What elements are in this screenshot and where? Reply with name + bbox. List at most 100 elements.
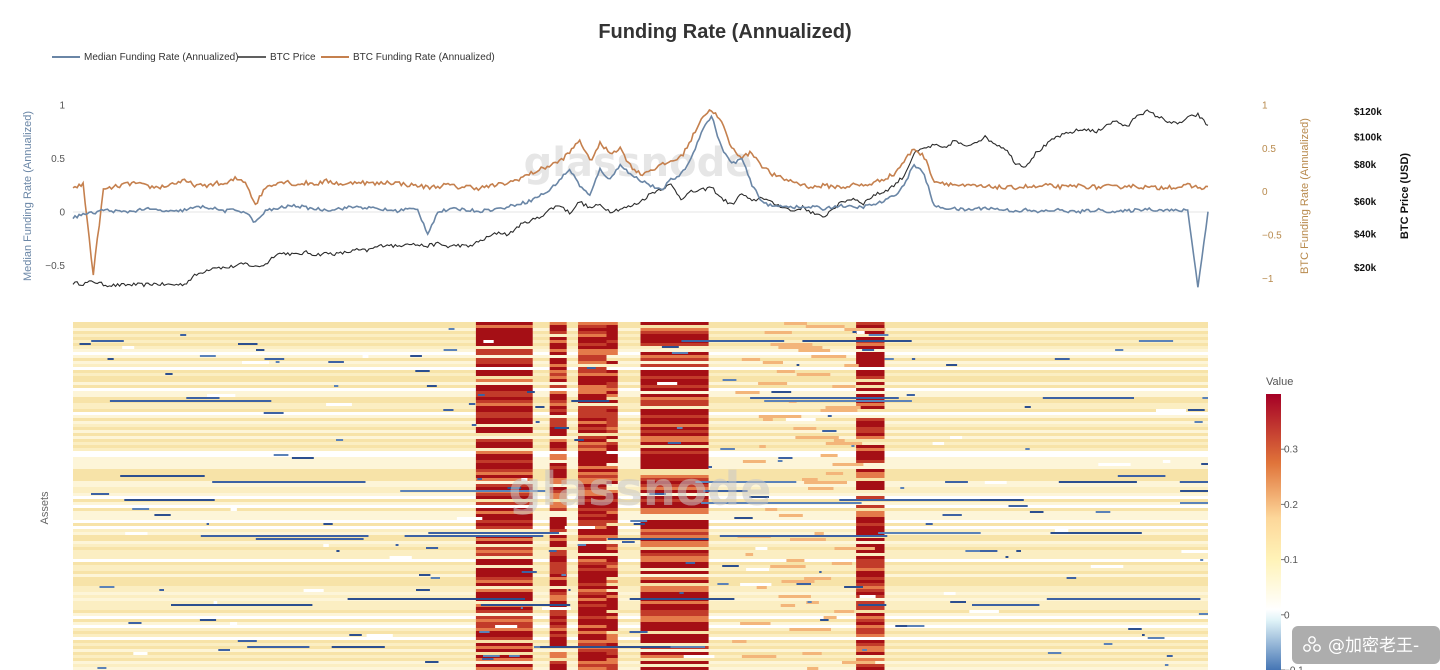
heatmap-cell — [640, 595, 709, 598]
heatmap-cell — [578, 340, 607, 343]
heatmap-cell — [640, 340, 709, 343]
heatmap-cell — [905, 496, 919, 499]
heatmap-cell — [475, 331, 533, 334]
heatmap-cell — [507, 487, 522, 489]
heatmap-cell — [549, 619, 567, 622]
heatmap-cell — [475, 655, 533, 658]
heatmap-cell — [578, 487, 607, 490]
heatmap-cell — [844, 328, 886, 331]
heatmap-cell — [856, 556, 885, 559]
heatmap-cell — [73, 391, 1208, 394]
heatmap-cell — [764, 400, 912, 402]
heatmap-cell — [73, 367, 1208, 370]
heatmap-cell — [1025, 448, 1030, 450]
heatmap-cell — [475, 394, 533, 397]
heatmap-cell — [856, 454, 885, 457]
heatmap-cell — [858, 604, 887, 606]
heatmap-cell — [578, 616, 607, 619]
heatmap-cell — [520, 607, 523, 609]
heatmap-cell — [629, 598, 669, 600]
heatmap-cell — [549, 664, 567, 667]
heatmap-cell — [475, 631, 533, 634]
heatmap-cell — [549, 472, 567, 475]
heatmap-cell — [868, 334, 889, 336]
heatmap-cell — [578, 508, 607, 511]
heatmap-cell — [832, 463, 864, 466]
heatmap-cell — [497, 367, 516, 370]
heatmap-y-title: Assets — [39, 491, 51, 525]
heatmap-cell — [549, 391, 567, 394]
heatmap-cell — [475, 550, 533, 553]
heatmap-cell — [832, 385, 856, 388]
heatmap-cell — [578, 577, 607, 580]
heatmap-cell — [695, 481, 797, 483]
heatmap-cell — [218, 649, 230, 651]
colorbar-tick-label: −0.1 — [1284, 666, 1304, 670]
heatmap-cell — [549, 541, 567, 544]
heatmap-cell — [785, 418, 816, 421]
heatmap-cell — [851, 445, 855, 447]
heatmap-cell — [640, 616, 709, 619]
heatmap-cell — [640, 478, 709, 481]
heatmap-cell — [856, 433, 885, 436]
heatmap-cell — [640, 370, 709, 373]
heatmap-cell — [856, 628, 885, 631]
heatmap-cell — [640, 565, 709, 568]
heatmap-cell — [1198, 613, 1208, 615]
heatmap-cell — [906, 394, 915, 396]
heatmap-cell — [73, 649, 1208, 652]
heatmap-cell — [578, 568, 618, 571]
heatmap-cell — [732, 640, 747, 643]
heatmap-cell — [549, 352, 567, 355]
heatmap-cell — [640, 655, 709, 658]
heatmap-cell — [578, 382, 607, 385]
heatmap-cell — [856, 382, 885, 385]
price-tick-label: $20k — [1354, 263, 1377, 274]
heatmap-cell — [1058, 481, 1137, 483]
heatmap-cell — [578, 385, 607, 388]
heatmap-cell — [640, 433, 709, 436]
heatmap-cell — [667, 442, 681, 444]
heatmap-cell — [965, 550, 984, 552]
heatmap-cell — [856, 574, 885, 577]
heatmap-cell — [578, 607, 618, 610]
heatmap-cell — [549, 346, 567, 349]
heatmap-cell — [1202, 454, 1208, 457]
heatmap-cell — [856, 586, 885, 589]
heatmap-cell — [607, 538, 709, 540]
heatmap-cell — [475, 562, 533, 565]
heatmap-cell — [640, 424, 709, 427]
heatmap-cell — [640, 619, 709, 622]
heatmap-cell — [475, 628, 533, 631]
heatmap-cell — [448, 328, 455, 330]
heatmap-cell — [640, 430, 709, 433]
heatmap-cell — [578, 514, 607, 517]
heatmap-cell — [1181, 550, 1208, 553]
heatmap-cell — [765, 508, 778, 511]
series-line-btc-price — [72, 109, 1209, 288]
heatmap-cell — [578, 562, 618, 565]
heatmap-cell — [741, 655, 777, 658]
heatmap-cell — [326, 403, 352, 406]
heatmap-cell — [578, 628, 607, 631]
heatmap-cell — [649, 493, 666, 495]
heatmap-cell — [856, 601, 885, 604]
heatmap-cell — [475, 664, 533, 667]
heatmap-cell — [856, 592, 885, 595]
heatmap-cell — [475, 418, 533, 421]
heatmap-cell — [640, 451, 709, 454]
heatmap-cell — [856, 643, 885, 646]
heatmap-cell — [856, 484, 885, 487]
legend-label-median: Median Funding Rate (Annualized) — [84, 52, 239, 63]
heatmap-cell — [969, 610, 999, 613]
heatmap — [73, 322, 1208, 670]
heatmap-cell — [856, 451, 885, 454]
heatmap-cell — [950, 436, 963, 439]
heatmap-cell — [549, 439, 567, 442]
heatmap-cell — [578, 610, 607, 613]
heatmap-cell — [1202, 397, 1208, 399]
heatmap-cell — [856, 568, 885, 571]
right-tick-label: 0 — [1262, 187, 1268, 198]
heatmap-cell — [640, 490, 709, 493]
